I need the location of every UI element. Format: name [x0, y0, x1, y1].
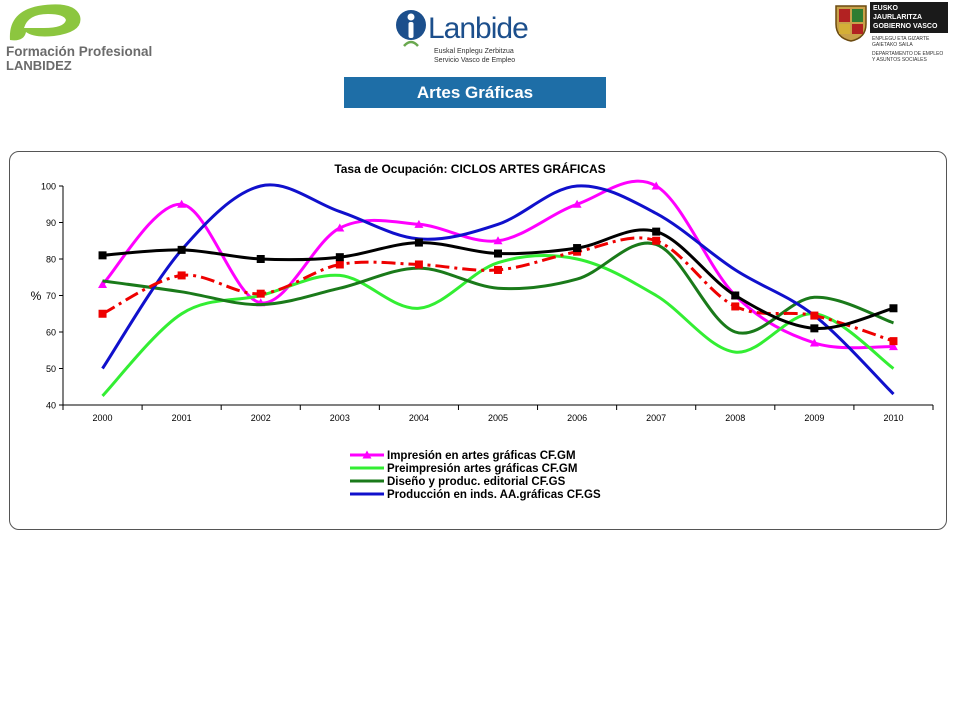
x-tick-label: 2007	[646, 413, 666, 423]
lanbide-person-icon	[396, 10, 426, 47]
data-point	[810, 324, 819, 333]
data-point	[494, 265, 502, 274]
formacion-profesional-logo: Formación Profesional LANBIDEZ	[4, 2, 176, 73]
data-point	[177, 271, 186, 280]
series-5	[98, 236, 898, 346]
x-tick-label: 2003	[330, 413, 350, 423]
chart-title: Tasa de Ocupación: CICLOS ARTES GRÁFICAS	[334, 161, 605, 176]
data-point	[98, 280, 108, 289]
data-point	[256, 289, 265, 298]
series-2	[101, 254, 895, 397]
data-point	[177, 199, 187, 208]
fp-logo-line2: LANBIDEZ	[6, 58, 72, 73]
data-point	[889, 337, 898, 346]
gv-dept-line1: ENPLEGU ETA GIZARTE	[872, 36, 930, 42]
data-point	[414, 260, 423, 269]
data-point	[177, 245, 186, 254]
data-point	[494, 249, 502, 258]
legend-item: Diseño y produc. editorial CF.GS	[350, 476, 566, 488]
x-tick-label: 2002	[251, 413, 271, 423]
y-tick-label: 100	[41, 182, 56, 192]
data-point	[414, 238, 423, 247]
data-point	[809, 338, 819, 347]
axes: 40 50 60 70 80 90 100 2000 2001 2002 2003 2004 2005 2…	[41, 182, 934, 423]
data-point	[888, 342, 898, 351]
data-point	[652, 227, 661, 236]
gv-name-basque: EUSKO JAURLARITZA	[873, 5, 922, 21]
data-point	[414, 219, 424, 228]
series-3	[102, 241, 894, 335]
series-lines	[98, 179, 898, 397]
data-point	[889, 304, 898, 313]
gv-dept-line2: GAIETAKO SAILA	[872, 42, 913, 48]
data-point	[335, 223, 345, 232]
gv-dept-line3: DEPARTAMENTO DE EMPLEO	[872, 51, 944, 57]
lanbide-name: Lanbide	[428, 12, 529, 45]
data-point	[98, 309, 107, 318]
series-4	[101, 183, 895, 396]
series-line	[101, 183, 895, 396]
data-point	[810, 311, 819, 320]
lanbide-subtitle-1: Euskal Enplegu Zerbitzua	[434, 48, 514, 55]
fp-logo-icon	[9, 4, 81, 41]
gv-dept-line4: Y ASUNTOS SOCIALES	[872, 57, 927, 63]
data-point	[493, 236, 503, 245]
y-axis-label: %	[31, 289, 42, 303]
y-tick-label: 90	[46, 218, 56, 228]
series-line	[102, 241, 894, 335]
data-point	[572, 199, 582, 208]
legend: Impresión en artes gráficas CF.GMPreimpr…	[350, 450, 601, 501]
legend-item: Producción en inds. AA.gráficas CF.GS	[350, 489, 601, 501]
x-tick-label: 2005	[488, 413, 508, 423]
series-line	[101, 179, 894, 350]
series-1	[98, 179, 898, 351]
lanbide-logo: Lanbide Euskal Enplegu Zerbitzua Servici…	[394, 6, 554, 66]
data-point	[652, 236, 661, 245]
series-line	[102, 228, 894, 330]
series-6	[98, 227, 898, 333]
page-title: Artes Gráficas	[344, 77, 606, 108]
lanbide-subtitle-2: Servicio Vasco de Empleo	[434, 57, 516, 64]
x-tick-label: 2010	[883, 413, 903, 423]
data-point	[335, 260, 344, 269]
fp-logo-line1: Formación Profesional	[6, 44, 153, 59]
data-point	[731, 291, 740, 300]
gv-name-spanish: GOBIERNO VASCO	[873, 23, 938, 30]
data-point	[651, 181, 661, 190]
data-point	[335, 253, 344, 262]
data-point	[573, 244, 582, 253]
data-point	[731, 302, 740, 311]
x-tick-label: 2006	[567, 413, 587, 423]
coat-of-arms-icon	[835, 5, 867, 42]
legend-swatch-marker	[362, 450, 372, 459]
series-line	[101, 254, 895, 397]
y-tick-label: 40	[46, 401, 56, 411]
legend-item: Preimpresión artes gráficas CF.GM	[350, 463, 577, 475]
legend-label: Producción en inds. AA.gráficas CF.GS	[387, 489, 601, 501]
x-tick-label: 2008	[725, 413, 745, 423]
x-tick-label: 2009	[804, 413, 824, 423]
data-point	[98, 251, 107, 260]
x-tick-label: 2001	[172, 413, 192, 423]
legend-label: Impresión en artes gráficas CF.GM	[387, 450, 576, 462]
y-tick-label: 70	[46, 291, 56, 301]
y-tick-label: 50	[46, 364, 56, 374]
legend-label: Diseño y produc. editorial CF.GS	[387, 476, 566, 488]
legend-item: Impresión en artes gráficas CF.GM	[350, 450, 576, 462]
y-tick-label: 80	[46, 255, 56, 265]
occupation-chart: Tasa de Ocupación: CICLOS ARTES GRÁFICAS…	[31, 161, 934, 501]
x-tick-label: 2004	[409, 413, 429, 423]
y-tick-label: 60	[46, 328, 56, 338]
gv-name-box: EUSKO JAURLARITZA GOBIERNO VASCO	[870, 2, 948, 33]
chart-frame: Tasa de Ocupación: CICLOS ARTES GRÁFICAS…	[9, 151, 947, 530]
x-tick-label: 2000	[93, 413, 113, 423]
legend-label: Preimpresión artes gráficas CF.GM	[387, 463, 577, 475]
gobierno-vasco-logo: EUSKO JAURLARITZA GOBIERNO VASCO ENPLEGU…	[830, 2, 956, 72]
data-point	[256, 255, 265, 263]
